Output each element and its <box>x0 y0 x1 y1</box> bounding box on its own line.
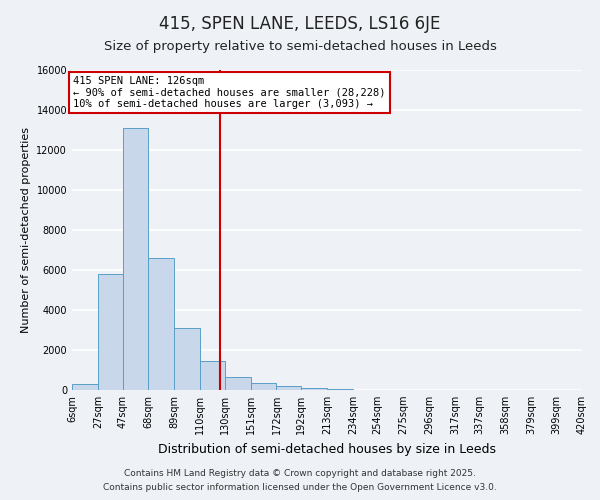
Bar <box>174 328 200 390</box>
Bar <box>327 389 353 390</box>
Y-axis label: Number of semi-detached properties: Number of semi-detached properties <box>21 127 31 333</box>
Text: Contains HM Land Registry data © Crown copyright and database right 2025.: Contains HM Land Registry data © Crown c… <box>124 468 476 477</box>
Bar <box>122 128 148 390</box>
Bar <box>98 274 122 390</box>
Bar <box>200 361 225 390</box>
Text: 415 SPEN LANE: 126sqm
← 90% of semi-detached houses are smaller (28,228)
10% of : 415 SPEN LANE: 126sqm ← 90% of semi-deta… <box>73 76 386 109</box>
Bar <box>251 383 277 390</box>
Text: Size of property relative to semi-detached houses in Leeds: Size of property relative to semi-detach… <box>104 40 496 53</box>
Bar <box>72 384 98 390</box>
X-axis label: Distribution of semi-detached houses by size in Leeds: Distribution of semi-detached houses by … <box>158 442 496 456</box>
Text: Contains public sector information licensed under the Open Government Licence v3: Contains public sector information licen… <box>103 484 497 492</box>
Text: 415, SPEN LANE, LEEDS, LS16 6JE: 415, SPEN LANE, LEEDS, LS16 6JE <box>160 15 440 33</box>
Bar <box>148 258 174 390</box>
Bar <box>225 377 251 390</box>
Bar <box>301 388 327 390</box>
Bar <box>277 386 301 390</box>
